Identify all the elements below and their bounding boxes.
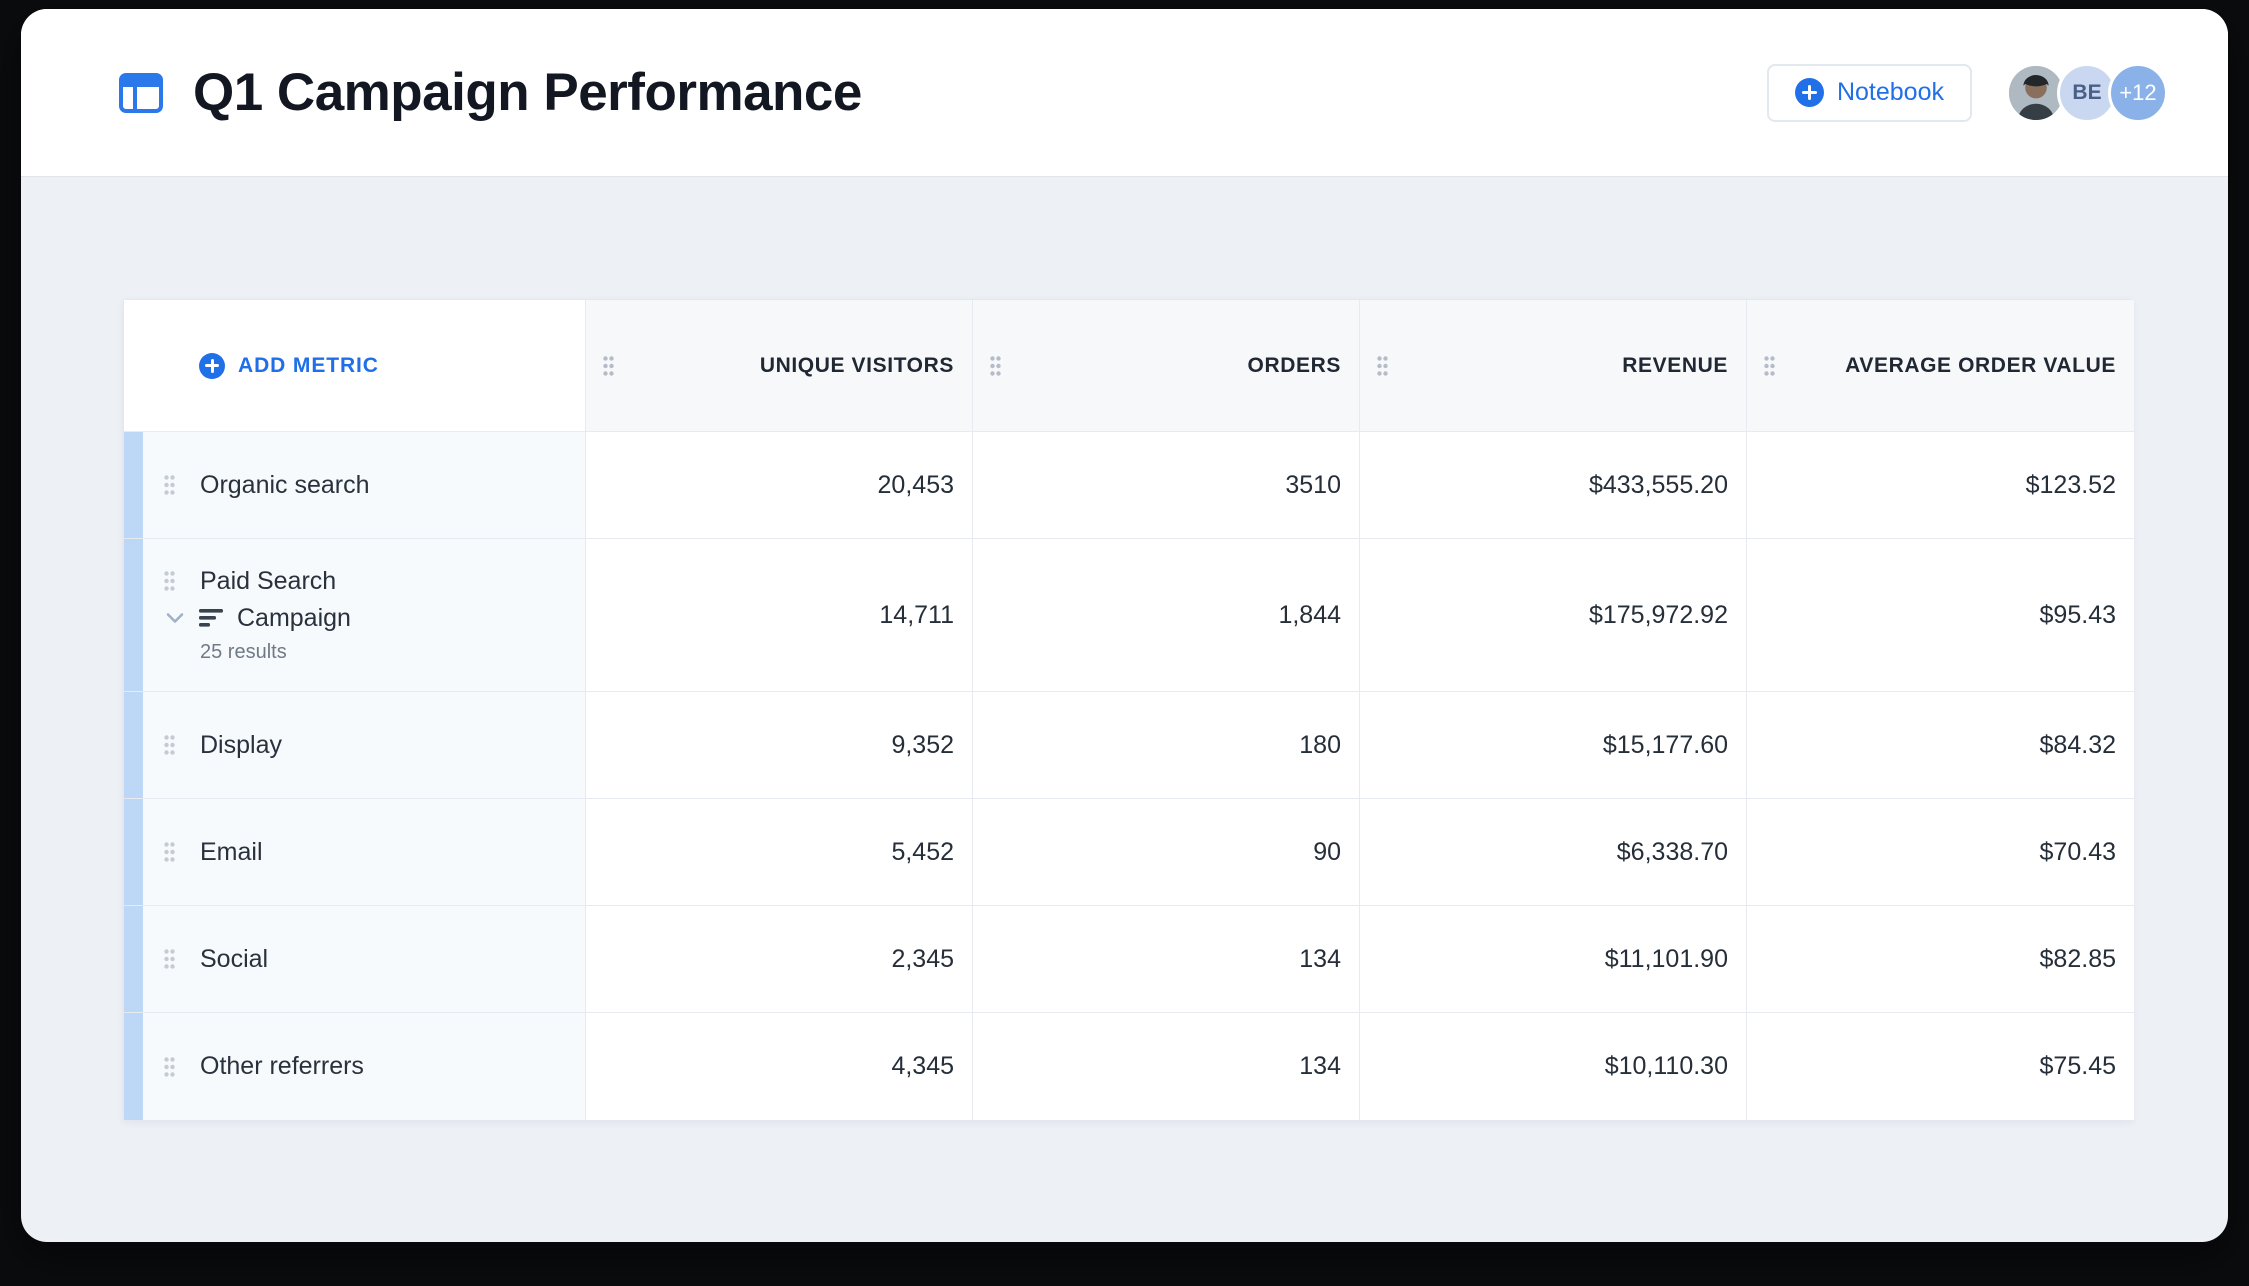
row-label: Social — [200, 944, 269, 973]
row-label: Display — [200, 730, 282, 759]
table-row: Paid Search — [124, 539, 2134, 692]
table-row: Social 2,345 134 $11,101.90 $82.85 — [124, 906, 2134, 1013]
add-metric-button[interactable]: ADD METRIC — [199, 352, 379, 379]
cell-average-order-value: $123.52 — [1747, 432, 2134, 538]
table-row: Display 9,352 180 $15,177.60 $84.32 — [124, 692, 2134, 799]
drag-handle-icon[interactable] — [163, 841, 176, 863]
metrics-table: ADD METRIC UNIQUE VISITORS — [123, 299, 2134, 1121]
dashboard-card: Q1 Campaign Performance Notebook BE +12 — [21, 9, 2228, 1242]
drag-handle-icon[interactable] — [163, 570, 176, 592]
avatar-photo[interactable] — [2006, 62, 2066, 123]
table-row: Email 5,452 90 $6,338.70 $70.43 — [124, 799, 2134, 906]
add-metric-label: ADD METRIC — [238, 353, 379, 377]
drag-handle-icon[interactable] — [989, 355, 1002, 377]
title-wrap: Q1 Campaign Performance — [117, 62, 862, 123]
notebook-button-label: Notebook — [1836, 78, 1944, 106]
plus-icon — [199, 352, 225, 379]
cell-unique-visitors: 4,345 — [586, 1013, 973, 1120]
add-metric-cell: ADD METRIC — [124, 300, 586, 431]
column-header-average-order-value: AVERAGE ORDER VALUE — [1747, 300, 2134, 431]
cell-revenue: $11,101.90 — [1360, 906, 1747, 1012]
avatar-overflow-count[interactable]: +12 — [2108, 62, 2168, 123]
row-label: Organic search — [200, 470, 370, 499]
cell-unique-visitors: 20,453 — [586, 432, 973, 538]
cell-average-order-value: $75.45 — [1747, 1013, 2134, 1120]
plus-icon — [1794, 78, 1824, 107]
drag-handle-icon[interactable] — [163, 474, 176, 496]
row-label: Other referrers — [200, 1052, 364, 1080]
cell-revenue: $433,555.20 — [1360, 432, 1747, 538]
row-label-cell: Social — [124, 906, 586, 1012]
person-photo-icon — [2009, 65, 2063, 120]
cell-average-order-value: $84.32 — [1747, 692, 2134, 798]
cell-orders: 134 — [973, 1013, 1360, 1120]
drag-handle-icon[interactable] — [1763, 355, 1776, 377]
table-row: Other referrers 4,345 134 $10,110.30 $75… — [124, 1013, 2134, 1120]
drag-handle-icon[interactable] — [163, 948, 176, 970]
column-header-label: UNIQUE VISITORS — [759, 353, 954, 377]
cell-unique-visitors: 5,452 — [586, 799, 973, 905]
column-header-label: REVENUE — [1622, 353, 1728, 377]
cell-revenue: $175,972.92 — [1360, 539, 1747, 691]
column-header-label: ORDERS — [1247, 353, 1341, 377]
cell-revenue: $6,338.70 — [1360, 799, 1747, 905]
header-actions: Notebook BE +12 — [1766, 62, 2168, 123]
row-label-cell: Email — [124, 799, 586, 905]
cell-average-order-value: $70.43 — [1747, 799, 2134, 905]
cell-orders: 180 — [973, 692, 1360, 798]
cell-orders: 90 — [973, 799, 1360, 905]
table-row: Organic search 20,453 3510 $433,555.20 $… — [124, 432, 2134, 539]
column-header-unique-visitors: UNIQUE VISITORS — [586, 300, 973, 431]
table-view-icon — [119, 72, 163, 113]
drag-handle-icon[interactable] — [163, 734, 176, 756]
chevron-down-icon[interactable] — [163, 611, 187, 625]
cell-orders: 3510 — [973, 432, 1360, 538]
results-count: 25 results — [200, 640, 287, 663]
row-label-cell: Paid Search — [124, 539, 586, 691]
cell-unique-visitors: 14,711 — [586, 539, 973, 691]
group-by-icon — [199, 608, 225, 628]
cell-revenue: $10,110.30 — [1360, 1013, 1747, 1120]
row-label-cell: Other referrers — [124, 1013, 586, 1120]
app-header: Q1 Campaign Performance Notebook BE +12 — [21, 9, 2228, 176]
drag-handle-icon[interactable] — [602, 355, 615, 377]
column-header-label: AVERAGE ORDER VALUE — [1845, 353, 2116, 377]
group-line-results: 25 results — [163, 641, 351, 664]
cell-unique-visitors: 9,352 — [586, 692, 973, 798]
page-title: Q1 Campaign Performance — [193, 63, 862, 122]
group-by-label: Campaign — [237, 603, 351, 632]
drag-handle-icon[interactable] — [163, 1056, 176, 1078]
column-header-revenue: REVENUE — [1360, 300, 1747, 431]
cell-average-order-value: $95.43 — [1747, 539, 2134, 691]
group-lines: Paid Search — [163, 567, 351, 664]
avatar-stack: BE +12 — [2006, 62, 2168, 123]
group-line-main: Paid Search — [163, 567, 351, 596]
card-body: ADD METRIC UNIQUE VISITORS — [21, 176, 2228, 1242]
drag-handle-icon[interactable] — [1376, 355, 1389, 377]
row-label: Paid Search — [200, 566, 337, 595]
table-header-row: ADD METRIC UNIQUE VISITORS — [124, 300, 2134, 432]
cell-revenue: $15,177.60 — [1360, 692, 1747, 798]
column-header-orders: ORDERS — [973, 300, 1360, 431]
avatar-initials[interactable]: BE — [2057, 62, 2117, 123]
row-label: Email — [200, 837, 263, 866]
cell-average-order-value: $82.85 — [1747, 906, 2134, 1012]
cell-orders: 134 — [973, 906, 1360, 1012]
row-label-cell: Display — [124, 692, 586, 798]
row-label-cell: Organic search — [124, 432, 586, 538]
group-line-breakdown: Campaign — [163, 604, 351, 633]
cell-orders: 1,844 — [973, 539, 1360, 691]
notebook-button[interactable]: Notebook — [1766, 63, 1972, 122]
cell-unique-visitors: 2,345 — [586, 906, 973, 1012]
